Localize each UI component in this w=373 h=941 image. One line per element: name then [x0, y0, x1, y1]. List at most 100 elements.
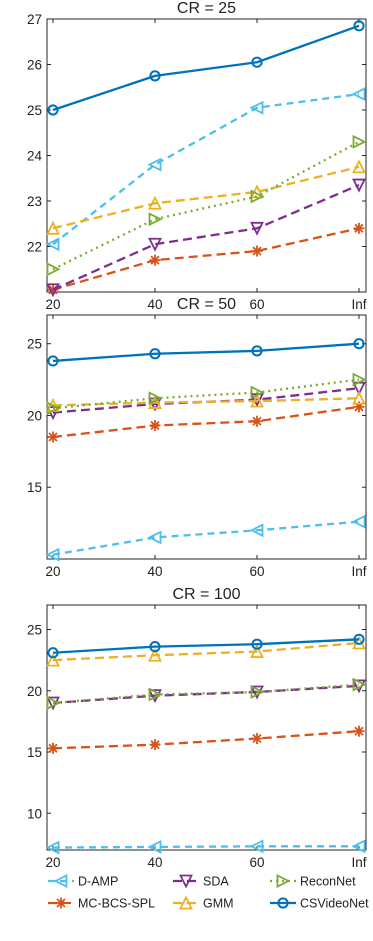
chart-panel-3: CR = 100 10 15 20 25 20 40 60 Inf — [27, 586, 367, 870]
data-point-d-amp — [351, 87, 366, 102]
y-tick-label: 26 — [27, 58, 42, 73]
series-sda — [46, 381, 366, 421]
series-line-mc-bcs-spl — [52, 227, 360, 291]
x-tick-label: 40 — [147, 297, 162, 312]
y-tick-label: 23 — [27, 194, 42, 209]
data-point-mc-bcs-spl — [251, 415, 263, 427]
legend-marker-gmm — [179, 895, 193, 910]
chart-panel-2: CR = 50 15 20 25 20 40 60 Inf — [27, 296, 367, 579]
series-line-mc-bcs-spl — [52, 405, 360, 439]
y-tick-label: 24 — [27, 149, 43, 164]
plot-area-frame — [46, 604, 367, 851]
y-tick-label: 25 — [27, 623, 42, 638]
chart-title: CR = 100 — [172, 586, 240, 603]
data-point-reconnet — [352, 134, 367, 149]
chart-title: CR = 50 — [177, 296, 236, 313]
data-point-mc-bcs-spl — [353, 222, 365, 234]
chart-panels: CR = 25 22 23 24 25 26 27 20 40 60 Inf CR = 50 15 20 2… — [27, 0, 367, 870]
data-point-gmm — [148, 195, 162, 210]
data-point-reconnet — [46, 401, 61, 416]
chart-panel-1: CR = 25 22 23 24 25 26 27 20 40 60 Inf — [27, 0, 367, 312]
series-line-sda — [52, 684, 360, 705]
legend-label: CSVideoNet — [300, 897, 369, 911]
data-point-d-amp — [45, 237, 60, 252]
data-point-gmm — [46, 220, 60, 235]
data-point-sda — [148, 237, 162, 252]
series-d-amp — [45, 839, 366, 855]
x-tick-label: Inf — [351, 297, 366, 312]
data-point-d-amp — [351, 514, 366, 529]
legend-marker-mc-bcs-spl — [55, 897, 67, 909]
legend-label: MC-BCS-SPL — [78, 897, 155, 911]
x-tick-label: Inf — [351, 855, 366, 870]
x-tick-label: 60 — [249, 564, 264, 579]
chart-title: CR = 25 — [177, 0, 236, 17]
data-point-reconnet — [46, 262, 61, 277]
data-point-d-amp — [147, 530, 162, 545]
series-line-csvideonet — [52, 24, 360, 112]
series-line-d-amp — [52, 520, 360, 556]
y-tick-label: 25 — [27, 337, 42, 352]
series-line-csvideonet — [52, 638, 360, 654]
y-tick-label: 20 — [27, 684, 42, 699]
series-mc-bcs-spl — [47, 222, 365, 296]
data-point-mc-bcs-spl — [251, 245, 263, 257]
series-line-gmm — [52, 641, 360, 662]
series-mc-bcs-spl — [47, 725, 365, 754]
legend-item-csvideonet: CSVideoNet — [270, 897, 369, 911]
data-point-mc-bcs-spl — [149, 254, 161, 266]
data-point-gmm — [250, 393, 264, 408]
legend-label: D-AMP — [78, 875, 118, 889]
data-point-d-amp — [147, 157, 162, 172]
data-point-gmm — [250, 644, 264, 658]
y-tick-label: 10 — [27, 806, 42, 821]
data-point-d-amp — [45, 840, 60, 855]
data-point-reconnet — [148, 212, 163, 227]
x-tick-label: Inf — [351, 564, 366, 579]
x-tick-label: 60 — [249, 855, 264, 870]
data-point-d-amp — [249, 100, 264, 115]
x-tick-label: 20 — [45, 297, 60, 312]
data-point-csvideonet — [149, 70, 161, 82]
series-d-amp — [45, 87, 366, 252]
series-line-sda — [52, 387, 360, 414]
series-line-gmm — [52, 165, 360, 230]
legend-item-reconnet: ReconNet — [270, 874, 356, 889]
data-point-sda — [250, 685, 264, 700]
plot-area-frame — [46, 314, 367, 560]
data-point-csvideonet — [353, 338, 365, 350]
data-point-reconnet — [250, 385, 265, 400]
data-point-mc-bcs-spl — [47, 742, 59, 754]
data-point-csvideonet — [47, 104, 59, 116]
y-tick-label: 22 — [27, 240, 42, 255]
data-point-csvideonet — [353, 20, 365, 32]
legend-label: GMM — [203, 897, 234, 911]
series-d-amp — [45, 514, 366, 562]
x-tick-label: 20 — [45, 564, 60, 579]
legend-label: SDA — [203, 875, 229, 889]
data-point-csvideonet — [149, 348, 161, 360]
data-point-gmm — [46, 652, 60, 667]
series-mc-bcs-spl — [47, 401, 365, 443]
series-reconnet — [46, 134, 367, 277]
data-point-d-amp — [45, 547, 60, 562]
data-point-csvideonet — [47, 647, 59, 659]
data-point-mc-bcs-spl — [353, 725, 365, 737]
legend-item-sda: SDA — [173, 875, 229, 889]
data-point-sda — [46, 283, 60, 298]
data-point-csvideonet — [47, 355, 59, 367]
legend-marker-d-amp — [53, 874, 68, 888]
series-line-gmm — [52, 397, 360, 407]
data-point-d-amp — [351, 839, 366, 854]
series-gmm — [46, 159, 366, 235]
series-sda — [46, 679, 366, 711]
legend-marker-sda — [179, 874, 193, 889]
data-point-mc-bcs-spl — [47, 431, 59, 443]
data-point-csvideonet — [149, 641, 161, 653]
data-point-d-amp — [147, 839, 162, 854]
series-line-reconnet — [52, 140, 360, 271]
series-csvideonet — [47, 20, 365, 116]
data-point-d-amp — [249, 523, 264, 538]
series-line-mc-bcs-spl — [52, 730, 360, 750]
data-point-reconnet — [148, 391, 163, 406]
